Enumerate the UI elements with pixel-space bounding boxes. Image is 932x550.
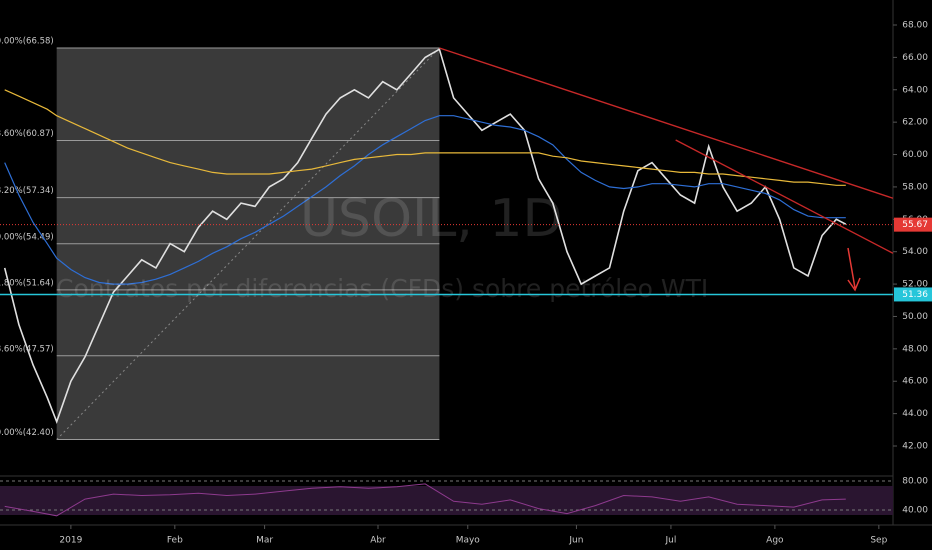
trendline [675, 139, 894, 254]
x-tick-label: Sep [870, 536, 887, 546]
x-tick-label: Mar [256, 536, 273, 546]
y-tick-label: 50.00 [902, 312, 928, 322]
watermark-subtitle: Contratos por diferencias (CFDs) sobre p… [56, 274, 708, 303]
y-tick-label: 52.00 [902, 280, 928, 290]
x-tick-label: Jul [665, 536, 677, 546]
y-tick-label: 64.00 [902, 85, 928, 95]
rsi-tick-label: 80.00 [902, 477, 928, 487]
y-tick-label: 48.00 [902, 344, 928, 354]
y-tick-label: 46.00 [902, 377, 928, 387]
x-tick-label: 2019 [59, 536, 82, 546]
x-tick-label: Feb [167, 536, 183, 546]
price-line [3, 48, 847, 425]
y-tick-label: 54.00 [902, 247, 928, 257]
price-label: 55.67 [902, 220, 928, 230]
arrow [847, 247, 861, 292]
fib-label: 50.00%(54.49) [0, 232, 54, 242]
x-tick-label: Mayo [456, 536, 481, 546]
fib-label: 38.20%(57.34) [0, 186, 54, 196]
price-line [4, 115, 846, 285]
y-tick-label: 44.00 [902, 409, 928, 419]
price-badge [894, 217, 932, 232]
y-tick-label: 68.00 [902, 21, 928, 31]
y-tick-label: 60.00 [902, 150, 928, 160]
y-tick-label: 42.00 [902, 442, 928, 452]
fib-label: 100.00%(42.40) [0, 428, 54, 438]
price-label: 51.36 [902, 290, 928, 300]
fib-label: 61.80%(51.64) [0, 278, 54, 288]
x-tick-label: Abr [370, 536, 386, 546]
x-tick-label: Jun [568, 536, 583, 546]
rsi-band [0, 486, 893, 515]
rsi-line [4, 483, 846, 517]
price-badge [894, 287, 932, 302]
x-tick-label: Ago [766, 536, 784, 546]
fib-label: 0.00%(66.58) [0, 36, 54, 46]
trendline [439, 47, 894, 199]
rsi-tick-label: 40.00 [902, 506, 928, 516]
watermark: USOIL, 1D [300, 189, 563, 249]
y-tick-label: 66.00 [902, 53, 928, 63]
fib-label: 23.60%(60.87) [0, 129, 54, 139]
price-line [4, 89, 846, 186]
y-tick-label: 62.00 [902, 118, 928, 128]
fib-diagonal [56, 47, 440, 440]
y-tick-label: 58.00 [902, 182, 928, 192]
